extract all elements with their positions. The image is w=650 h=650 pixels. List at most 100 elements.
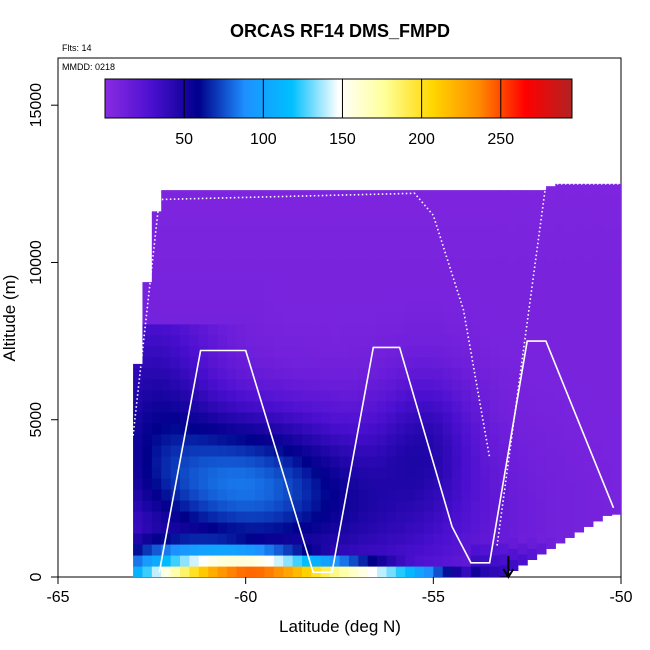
heatmap-cell [198,532,209,545]
heatmap-cell [189,334,200,347]
heatmap-cell [442,521,453,534]
heatmap-cell [377,389,388,402]
heatmap-cell [255,411,266,424]
heatmap-cell [358,213,369,226]
heatmap-cell [499,366,509,379]
heatmap-cell [292,455,303,468]
heatmap-cell [151,323,162,336]
heatmap-cell [292,532,303,545]
heatmap-cell [151,532,162,545]
heatmap-cell [292,433,303,446]
heatmap-cell [395,400,406,413]
heatmap-cell [273,301,284,314]
heatmap-cell [480,554,491,567]
heatmap-cell [179,400,190,413]
heatmap-cell [367,334,378,347]
heatmap-cell [348,532,359,545]
heatmap-cell [386,389,397,402]
heatmap-cell [461,521,472,534]
heatmap-cell [405,433,416,446]
heatmap-cell [255,301,266,314]
heatmap-cell [527,526,538,538]
heatmap-cell [414,488,425,501]
heatmap-cell [367,246,378,259]
heatmap-cell [527,190,538,197]
heatmap-cell [508,548,519,560]
y-tick-label: 5000 [28,402,45,438]
heatmap-cell [433,499,444,512]
heatmap-cell [179,488,190,501]
heatmap-cell [611,216,621,229]
heatmap-cell [555,289,566,302]
heatmap-cell [330,190,341,193]
heatmap-cell [480,345,491,358]
heatmap-cell [583,405,594,417]
heatmap-cell [489,466,500,479]
heatmap-cell [517,212,528,225]
heatmap-cell [358,323,369,336]
heatmap-cell [574,278,585,291]
heatmap-cell [367,224,378,237]
heatmap-cell [311,378,322,391]
heatmap-cell [273,389,284,402]
heatmap-cell [217,400,228,413]
heatmap-cell [414,301,425,314]
heatmap-cell [198,356,209,369]
heatmap-cell [330,565,341,577]
heatmap-cell [358,422,369,435]
heatmap-cell [348,400,359,413]
heatmap-cell [339,543,350,556]
colorbar-ticks: 50 100 150 200 250 [175,79,514,148]
heatmap-cell [527,405,538,417]
heatmap-cell [405,191,416,204]
heatmap-cell [545,186,556,197]
heatmap-cell [433,510,444,523]
chart-title: ORCAS RF14 DMS_FMPD [230,21,450,41]
heatmap-cell [236,268,247,281]
heatmap-cell [527,471,538,483]
heatmap-cell [283,224,294,237]
heatmap-cell [161,411,172,424]
heatmap-cell [236,224,247,237]
heatmap-cell [414,565,425,577]
heatmap-cell [545,317,556,329]
heatmap-cell [583,207,594,219]
heatmap-cell [273,554,284,567]
heatmap-cell [433,290,444,303]
heatmap-cell [339,323,350,336]
heatmap-cell [273,224,284,237]
heatmap-cell [170,411,181,424]
heatmap-cell [377,400,388,413]
heatmap-cell [320,323,331,336]
colorbar-tick-label: 200 [408,131,435,148]
heatmap-cell [574,487,585,500]
heatmap-cell [151,224,162,237]
heatmap-cell [208,345,219,358]
heatmap-cell [236,543,247,556]
heatmap-cell [611,194,621,207]
heatmap-cell [555,234,566,247]
heatmap-cell [339,389,350,402]
heatmap-cell [292,257,303,270]
heatmap-cell [499,300,509,313]
heatmap-cell [395,367,406,380]
heatmap-cell [301,433,312,446]
heatmap-cell [545,196,556,208]
heatmap-cell [301,356,312,369]
heatmap-cell [198,290,209,303]
heatmap-cell [461,510,472,523]
heatmap-cell [208,433,219,446]
heatmap-cell [236,367,247,380]
heatmap-cell [555,388,566,401]
heatmap-cell [255,235,266,248]
heatmap-cell [564,251,575,263]
heatmap-cell [442,290,453,303]
heatmap-cell [386,499,397,512]
heatmap-cell [208,323,219,336]
heatmap-cell [545,504,556,516]
heatmap-cell [545,460,556,472]
heatmap-cell [208,334,219,347]
heatmap-cell [442,334,453,347]
heatmap-cell [301,334,312,347]
heatmap-cell [517,421,528,434]
